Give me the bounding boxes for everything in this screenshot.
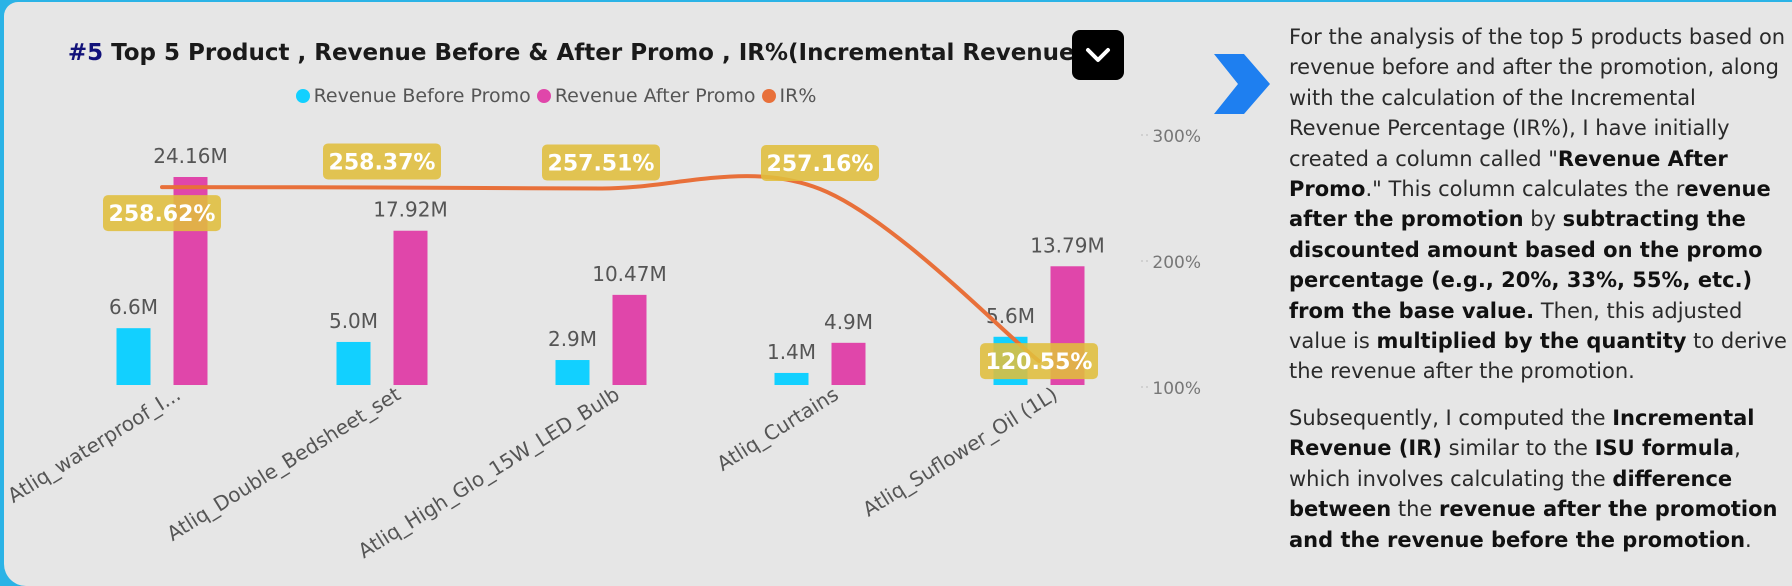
narrative-segment: Revenue After Promo	[1289, 146, 1728, 202]
x-category-label: Atliq_Double_Bedsheet_set	[162, 382, 404, 546]
ir-label-text: 257.16%	[767, 152, 874, 177]
narrative-paragraph-2: Subsequently, I computed the Incremental…	[1289, 403, 1789, 555]
chart-title-number: #5	[67, 40, 104, 66]
x-category-label: Atliq_Curtains	[712, 382, 842, 476]
narrative-segment: the	[1391, 497, 1439, 522]
narrative-segment: Then, this adjusted value is	[1289, 298, 1743, 354]
bar-before-promo	[555, 360, 590, 385]
x-category-label: Atliq_High_Glo_15W_LED_Bulb	[354, 382, 624, 563]
legend-label-ir: IR%	[779, 85, 817, 107]
chart-legend: Revenue Before Promo Revenue After Promo I…	[4, 85, 1114, 107]
ir-percent-line	[160, 174, 1041, 364]
legend-item-after[interactable]: Revenue After Promo	[536, 85, 756, 107]
narrative-segment: by	[1523, 207, 1563, 232]
bar-before-value-label: 5.0M	[329, 309, 378, 333]
y2-tick-label: 300%	[1152, 127, 1201, 147]
chart-title-text: Top 5 Product , Revenue Before & After P…	[111, 40, 1086, 66]
chart-title: #5 Top 5 Product , Revenue Before & Afte…	[4, 40, 1149, 66]
ir-label-box	[323, 143, 441, 180]
narrative-segment: .	[1745, 527, 1752, 552]
ir-label-text: 257.51%	[548, 152, 655, 177]
report-panel: #5 Top 5 Product , Revenue Before & Afte…	[4, 2, 1792, 586]
narrative-segment: subtracting the discounted amount based …	[1289, 207, 1763, 323]
bar-before-promo	[774, 372, 809, 385]
ir-label-box	[542, 144, 660, 181]
narrative-segment: multiplied by the quantity	[1376, 329, 1687, 354]
chevron-right-arrow-icon	[1214, 54, 1270, 114]
y2-tick-label: 100%	[1152, 379, 1201, 399]
narrative-segment: to derive the revenue after the promotio…	[1289, 329, 1787, 384]
legend-dot-ir	[761, 89, 776, 103]
narrative-segment: difference between	[1289, 466, 1733, 522]
narrative-segment: Subsequently, I computed the	[1289, 405, 1613, 430]
bar-after-value-label: 13.79M	[1030, 233, 1105, 257]
bar-before-promo	[116, 328, 151, 385]
legend-dot-after	[536, 89, 551, 103]
analysis-narrative: For the analysis of the top 5 products b…	[1289, 22, 1789, 571]
expand-dropdown-button[interactable]	[1072, 30, 1124, 80]
bar-before-value-label: 2.9M	[548, 327, 597, 351]
legend-label-after: Revenue After Promo	[554, 85, 756, 107]
bar-after-promo	[612, 294, 647, 385]
y2-tick-label: 200%	[1152, 253, 1201, 273]
bar-before-value-label: 5.6M	[986, 304, 1035, 328]
bar-before-promo	[336, 341, 371, 385]
ir-label-box	[761, 144, 879, 181]
x-category-label: Atliq_waterproof_I...	[4, 382, 185, 508]
ir-label-text: 258.62%	[109, 202, 216, 227]
bar-before-value-label: 1.4M	[767, 340, 816, 364]
bar-after-value-label: 24.16M	[153, 144, 228, 168]
bar-after-promo	[393, 230, 428, 385]
ir-label-box	[103, 195, 221, 232]
narrative-segment: revenue after the promotion and the reve…	[1289, 497, 1778, 552]
bar-after-value-label: 4.9M	[824, 310, 873, 334]
narrative-segment: evenue after the promotion	[1289, 177, 1771, 232]
ir-label-text: 258.37%	[329, 150, 436, 175]
bar-after-promo	[831, 342, 866, 385]
x-category-label: Atliq_Suflower_Oil (1L)	[858, 382, 1061, 521]
legend-item-ir[interactable]: IR%	[761, 85, 817, 107]
bar-after-value-label: 17.92M	[373, 198, 448, 222]
chevron-down-icon	[1086, 48, 1110, 62]
narrative-segment: ." This column calculates the r	[1365, 177, 1685, 202]
narrative-segment: ISU formula	[1594, 436, 1735, 461]
legend-label-before: Revenue Before Promo	[313, 85, 531, 107]
ir-label-box	[980, 343, 1098, 380]
narrative-segment: similar to the	[1441, 436, 1595, 461]
narrative-segment: For the analysis of the top 5 products b…	[1289, 25, 1786, 171]
bar-before-value-label: 6.6M	[109, 295, 158, 319]
narrative-paragraph-1: For the analysis of the top 5 products b…	[1289, 22, 1789, 387]
narrative-segment: , which involves calculating the	[1289, 436, 1741, 491]
narrative-segment: Incremental Revenue (IR)	[1289, 405, 1755, 461]
combo-chart: 300% 200% 100% 6.6M 24.16M Atliq_waterproof_I…	[4, 127, 1201, 563]
bar-after-value-label: 10.47M	[592, 262, 667, 286]
legend-dot-before	[295, 89, 310, 103]
legend-item-before[interactable]: Revenue Before Promo	[295, 85, 531, 107]
ir-label-text: 120.55%	[986, 350, 1093, 375]
